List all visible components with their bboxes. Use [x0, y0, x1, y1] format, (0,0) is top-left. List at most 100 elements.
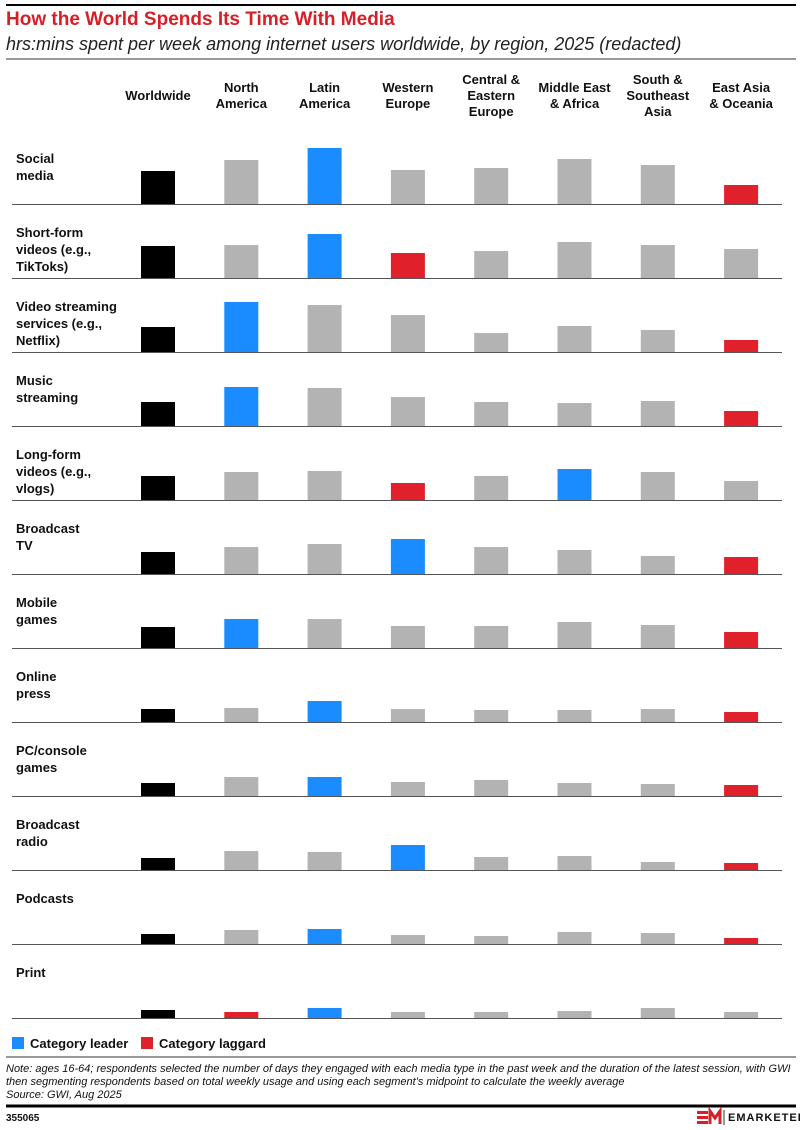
row-label: Mobile games: [16, 595, 58, 627]
row-label: Broadcast radio: [16, 817, 80, 849]
bar: [474, 251, 509, 278]
legend-swatch: [141, 1037, 153, 1049]
bar: [390, 170, 425, 204]
bar: [224, 387, 259, 426]
column-header: East Asia & Oceania: [709, 80, 773, 111]
bar: [307, 1008, 342, 1018]
bar: [474, 710, 509, 722]
bar: [724, 785, 759, 796]
bar: [474, 547, 509, 574]
bar: [724, 1012, 759, 1018]
column-header: South & Southeast Asia: [626, 72, 690, 119]
bar: [141, 1010, 175, 1018]
bar: [640, 165, 675, 204]
bar: [640, 862, 675, 870]
bar: [724, 863, 759, 870]
bar: [307, 148, 342, 204]
bar: [141, 934, 175, 944]
bar: [474, 476, 509, 500]
column-header: Latin America: [298, 80, 351, 111]
bar: [557, 856, 592, 870]
bar: [307, 234, 342, 278]
bar: [724, 632, 759, 648]
bar: [557, 242, 592, 278]
bar: [474, 168, 509, 204]
row-label: Broadcast TV: [16, 521, 80, 553]
bar: [224, 245, 259, 278]
row-label: Social media: [16, 151, 55, 183]
bar: [307, 619, 342, 648]
bar: [724, 938, 759, 944]
bar: [474, 333, 509, 352]
subtitle: hrs:mins spent per week among internet u…: [6, 34, 682, 54]
bar: [640, 933, 675, 944]
bar: [141, 783, 175, 796]
bar: [224, 708, 259, 722]
bar: [307, 701, 342, 722]
bar: [557, 550, 592, 574]
bar: [307, 777, 342, 796]
bar: [557, 403, 592, 426]
bar: [390, 315, 425, 352]
chart-id: 355065: [6, 1113, 40, 1124]
bar: [390, 782, 425, 796]
column-header: North America: [215, 80, 267, 111]
bar: [141, 246, 175, 278]
note: Note: ages 16-64; respondents selected t…: [6, 1063, 791, 1088]
row-label: Music streaming: [16, 373, 79, 405]
bar: [307, 544, 342, 574]
bar: [141, 709, 175, 722]
row-label: Video streaming services (e.g., Netflix): [16, 299, 117, 348]
bar: [224, 472, 259, 500]
bar: [557, 932, 592, 944]
row-label: PC/console games: [16, 743, 87, 775]
bar: [224, 160, 259, 204]
bar: [640, 625, 675, 648]
bar: [307, 471, 342, 500]
bar: [557, 710, 592, 722]
bar: [724, 557, 759, 574]
bar: [390, 935, 425, 944]
bar: [390, 626, 425, 648]
bar: [474, 626, 509, 648]
bar: [474, 857, 509, 870]
row-label: Podcasts: [16, 891, 74, 906]
bar: [224, 619, 259, 648]
bar: [390, 709, 425, 722]
column-header: Western Europe: [382, 80, 434, 111]
legend-label: Category laggard: [159, 1036, 266, 1051]
bar: [307, 305, 342, 352]
bar: [557, 469, 592, 500]
bar: [307, 929, 342, 944]
bar: [224, 851, 259, 870]
bar: [474, 402, 509, 426]
bar: [390, 397, 425, 426]
bar: [640, 784, 675, 796]
bar: [640, 556, 675, 574]
brand: EMARKETER: [728, 1112, 800, 1124]
bar: [724, 411, 759, 426]
bar: [557, 622, 592, 648]
bar: [557, 783, 592, 796]
bar: [307, 852, 342, 870]
bar: [640, 472, 675, 500]
bar: [224, 547, 259, 574]
bar: [224, 930, 259, 944]
bar: [557, 1011, 592, 1018]
bar: [141, 627, 175, 648]
bar: [390, 845, 425, 870]
bar: [557, 159, 592, 204]
bar: [724, 481, 759, 500]
bar: [141, 402, 175, 426]
brand-logo: [697, 1106, 725, 1125]
bar: [474, 780, 509, 796]
bar: [224, 777, 259, 796]
legend-label: Category leader: [30, 1036, 129, 1051]
bar: [307, 388, 342, 426]
bar: [141, 476, 175, 500]
bar: [724, 249, 759, 278]
row-label: Short-form videos (e.g., TikToks): [16, 225, 92, 274]
bar: [141, 171, 175, 204]
bar: [141, 552, 175, 574]
